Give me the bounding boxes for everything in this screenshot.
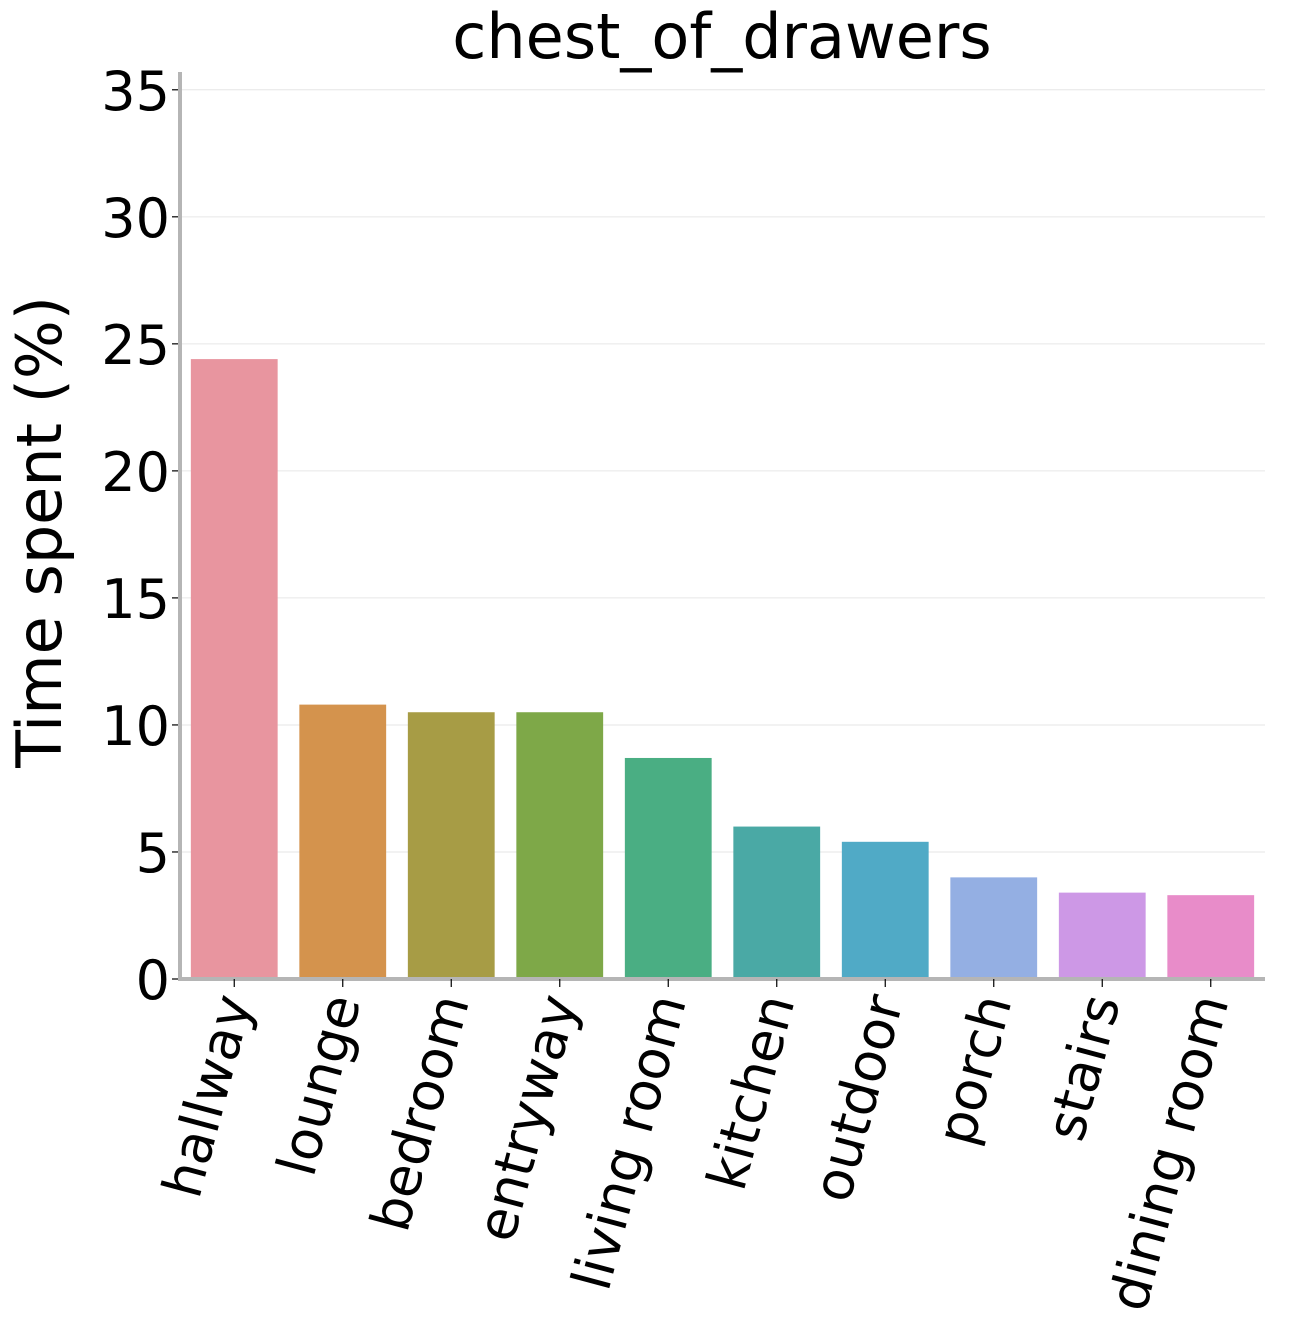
x-tick-label: hallway <box>150 988 264 1204</box>
y-tick-label: 35 <box>101 60 170 123</box>
bars <box>190 359 1255 980</box>
x-tick-label: entryway <box>464 988 590 1248</box>
y-tick-labels: 0 5 10 15 20 25 30 35 <box>101 60 170 1012</box>
axes <box>172 72 1265 987</box>
x-tick-label: lounge <box>265 988 373 1182</box>
bar-porch <box>950 877 1038 979</box>
bar-entryway <box>516 712 604 979</box>
y-tick-label: 5 <box>136 822 170 885</box>
bar-dining-room <box>1167 895 1255 979</box>
x-tick-label: bedroom <box>358 988 481 1238</box>
y-tick-label: 20 <box>101 441 170 504</box>
x-tick-label: porch <box>924 988 1024 1151</box>
chart-title: chest_of_drawers <box>452 0 991 73</box>
x-tick-label: stairs <box>1034 988 1133 1147</box>
bar-living-room <box>624 757 712 979</box>
bar-hallway <box>190 359 278 980</box>
bar-outdoor <box>841 841 929 979</box>
bar-stairs <box>1058 892 1146 979</box>
bar-kitchen <box>733 826 821 979</box>
x-tick-label: kitchen <box>695 988 807 1196</box>
x-tick-label: outdoor <box>800 987 916 1208</box>
y-tick-label: 30 <box>101 187 170 250</box>
y-tick-label: 15 <box>101 568 170 631</box>
y-tick-label: 0 <box>136 949 170 1012</box>
bar-bedroom <box>407 712 495 979</box>
y-tick-label: 25 <box>101 314 170 377</box>
bar-lounge <box>299 704 387 979</box>
y-tick-label: 10 <box>101 695 170 758</box>
y-axis-label: Time spent (%) <box>3 296 76 769</box>
